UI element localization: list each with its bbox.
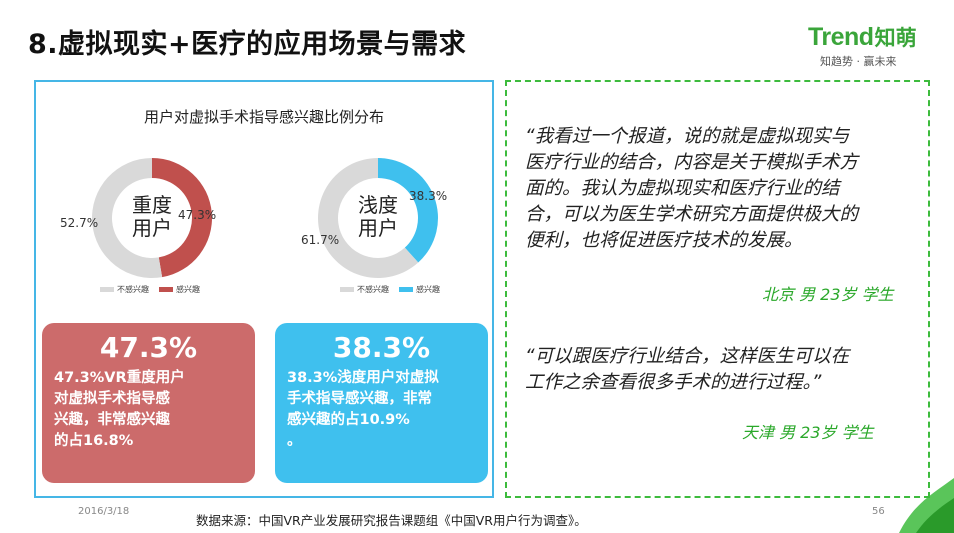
- summary-line: 38.3%浅度用户对虚拟: [287, 370, 439, 386]
- heavy-user-summary-text: 47.3%VR重度用户 对虚拟手术指导感 兴趣，非常感兴趣 的占16.8%: [54, 368, 243, 452]
- donut-light-legend: 不感兴趣 感兴趣: [340, 284, 450, 295]
- logo-brand-cn: 知萌: [874, 26, 917, 50]
- user-quote-1: “我看过一个报道，说的就是虚拟现实与 医疗行业的结合，内容是关于模拟手术方 面的…: [525, 124, 920, 254]
- legend-swatch-red: [159, 287, 173, 292]
- legend-item-interested: 感兴趣: [399, 284, 440, 295]
- summary-line: 47.3%VR重度用户: [54, 370, 185, 386]
- page-number: 56: [872, 506, 885, 517]
- heavy-user-percentage: 47.3%: [99, 331, 198, 364]
- footer-source: 数据来源：中国VR产业发展研究报告课题组《中国VR用户行为调查》。: [196, 513, 587, 528]
- donut-heavy-label-not-interested: 52.7%: [60, 216, 99, 230]
- light-user-summary-text: 38.3%浅度用户对虚拟 手术指导感兴趣，非常 感兴趣的占10.9% 。: [287, 368, 476, 452]
- survey-chart-panel: 用户对虚拟手术指导感兴趣比例分布 重度 用户 52.7% 47.3% 不感兴趣 …: [34, 80, 494, 498]
- quote-line: “可以跟医疗行业结合，这样医生可以在: [525, 346, 850, 367]
- donut-chart-heavy-users: 重度 用户 52.7% 47.3%: [54, 138, 254, 298]
- legend-item-not-interested: 不感兴趣: [100, 284, 149, 295]
- logo-brand-text: Trend: [808, 23, 874, 51]
- donut-slice-not-interested: [92, 158, 163, 278]
- footer-date: 2016/3/18: [78, 506, 130, 517]
- donut-heavy-center-label: 重度 用户: [112, 194, 192, 240]
- quote-1-attribution: 北京 男 23岁 学生: [762, 285, 894, 304]
- donut-slice-interested: [378, 158, 438, 263]
- legend-item-interested: 感兴趣: [159, 284, 200, 295]
- legend-label: 不感兴趣: [357, 285, 389, 294]
- donut-slice-interested: [152, 158, 212, 278]
- donut-heavy-svg: [92, 158, 212, 278]
- legend-swatch-gray: [340, 287, 354, 292]
- legend-swatch-gray: [100, 287, 114, 292]
- donut-slice-not-interested: [318, 158, 419, 278]
- brand-logo: Trend 知萌 知趋势 · 赢未来: [808, 22, 938, 70]
- donut-light-center-label: 浅度 用户: [338, 194, 418, 240]
- quote-line: 工作之余查看很多手术的进行过程。”: [525, 372, 822, 393]
- quote-line: 便利，也将促进医疗技术的发展。: [525, 230, 803, 251]
- quote-line: 医疗行业的结合，内容是关于模拟手术方: [525, 152, 859, 173]
- logo-mark: Trend 知萌: [808, 22, 938, 52]
- quote-line: 面的。我认为虚拟现实和医疗行业的结: [525, 178, 840, 199]
- legend-swatch-blue: [399, 287, 413, 292]
- summary-line: 感兴趣的占10.9%: [287, 412, 410, 428]
- summary-line: 的占16.8%: [54, 433, 134, 449]
- user-quote-2: “可以跟医疗行业结合，这样医生可以在 工作之余查看很多手术的进行过程。”: [525, 344, 920, 396]
- summary-line: 兴趣，非常感兴趣: [54, 412, 170, 428]
- donut-light-svg: [318, 158, 438, 278]
- quote-line: 合，可以为医生学术研究方面提供极大的: [525, 204, 859, 225]
- donut-heavy-label-interested: 47.3%: [178, 208, 217, 222]
- summary-line: 手术指导感兴趣，非常: [287, 391, 432, 407]
- donut-light-label-not-interested: 61.7%: [301, 233, 340, 247]
- donut-light-center-line1: 浅度: [358, 193, 398, 217]
- summary-line: 对虚拟手术指导感: [54, 391, 170, 407]
- legend-item-not-interested: 不感兴趣: [340, 284, 389, 295]
- summary-line: 。: [287, 433, 302, 449]
- donut-heavy-legend: 不感兴趣 感兴趣: [100, 284, 210, 295]
- chart-title: 用户对虚拟手术指导感兴趣比例分布: [143, 108, 384, 126]
- user-quotes-panel: “我看过一个报道，说的就是虚拟现实与 医疗行业的结合，内容是关于模拟手术方 面的…: [505, 80, 930, 498]
- legend-label: 感兴趣: [416, 285, 440, 294]
- donut-light-slices: [318, 158, 438, 278]
- donut-light-center-line2: 用户: [358, 216, 398, 240]
- donut-heavy-center-line1: 重度: [132, 193, 172, 217]
- legend-label: 感兴趣: [176, 285, 200, 294]
- quote-2-attribution: 天津 男 23岁 学生: [742, 423, 874, 442]
- heavy-user-summary-card: 47.3% 47.3%VR重度用户 对虚拟手术指导感 兴趣，非常感兴趣 的占16…: [42, 323, 255, 483]
- quote-line: “我看过一个报道，说的就是虚拟现实与: [525, 126, 850, 147]
- light-user-summary-card: 38.3% 38.3%浅度用户对虚拟 手术指导感兴趣，非常 感兴趣的占10.9%…: [275, 323, 488, 483]
- light-user-percentage: 38.3%: [332, 331, 431, 364]
- donut-heavy-slices: [92, 158, 212, 278]
- slide-title: 8.虚拟现实+医疗的应用场景与需求: [28, 29, 467, 60]
- leaf-decoration-icon: [899, 478, 954, 533]
- donut-chart-light-users: 浅度 用户 61.7% 38.3%: [288, 138, 488, 298]
- donut-light-label-interested: 38.3%: [409, 189, 448, 203]
- logo-slogan: 知趋势 · 赢未来: [820, 55, 897, 68]
- donut-heavy-center-line2: 用户: [132, 216, 172, 240]
- legend-label: 不感兴趣: [117, 285, 149, 294]
